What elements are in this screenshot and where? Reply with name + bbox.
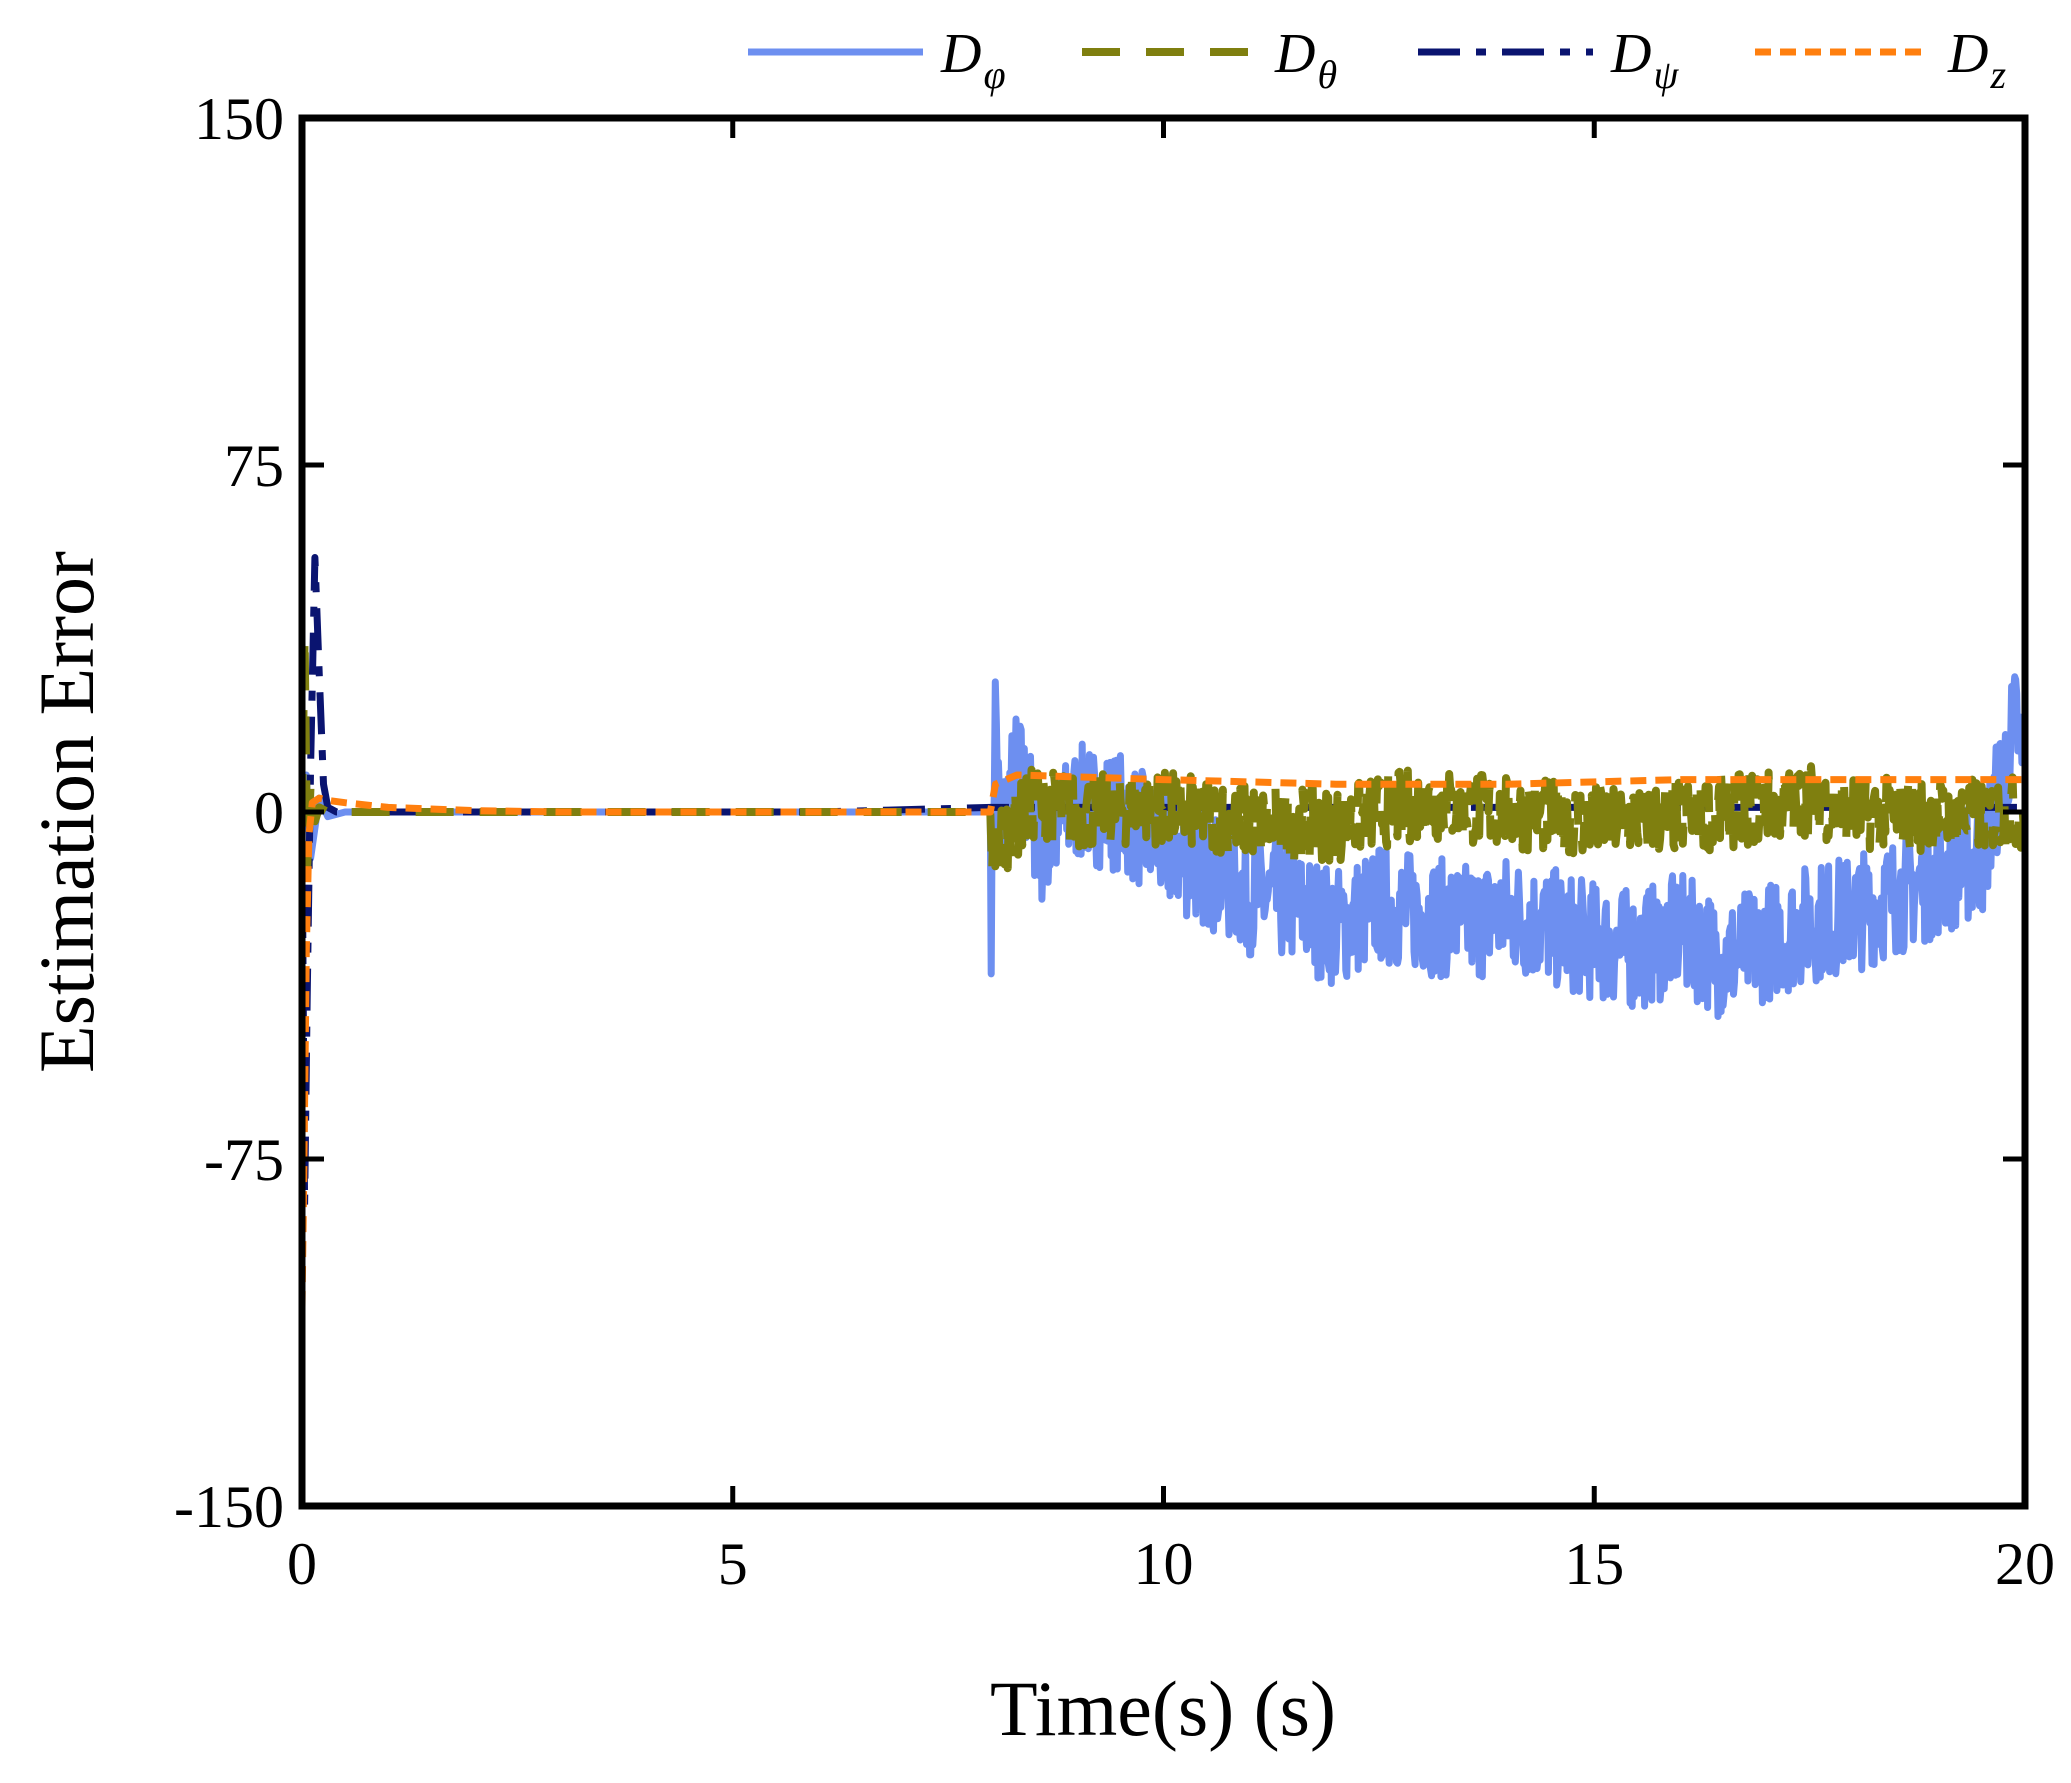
series-line-z bbox=[302, 771, 2025, 1308]
x-tick-label: 0 bbox=[287, 1531, 317, 1597]
y-axis-title: Estimation Error bbox=[23, 551, 110, 1073]
axes-layer: 0 5 10 15 20 150 75 0 -75 -150 bbox=[174, 86, 2055, 1597]
x-tick-label: 10 bbox=[1134, 1531, 1194, 1597]
legend: Dφ Dθ Dψ Dz bbox=[748, 23, 2006, 97]
legend-label-z: Dz bbox=[1947, 23, 2006, 97]
series-line-φ bbox=[302, 673, 2025, 1020]
legend-label-θ: Dθ bbox=[1274, 23, 1337, 97]
series-layer bbox=[302, 554, 2025, 1308]
y-tick-label: -150 bbox=[174, 1474, 284, 1540]
y-tick-label: -75 bbox=[204, 1127, 284, 1193]
x-axis-title: Time(s) (s) bbox=[990, 1665, 1336, 1752]
y-tick-label: 150 bbox=[194, 86, 284, 152]
y-tick-label: 75 bbox=[224, 433, 284, 499]
series-line-θ bbox=[302, 632, 2025, 876]
x-tick-label: 15 bbox=[1564, 1531, 1624, 1597]
y-tick-label: 0 bbox=[254, 780, 284, 846]
legend-label-ψ: Dψ bbox=[1610, 23, 1679, 97]
x-tick-label: 20 bbox=[1995, 1531, 2055, 1597]
x-tick-label: 5 bbox=[718, 1531, 748, 1597]
legend-label-φ: Dφ bbox=[940, 23, 1006, 97]
